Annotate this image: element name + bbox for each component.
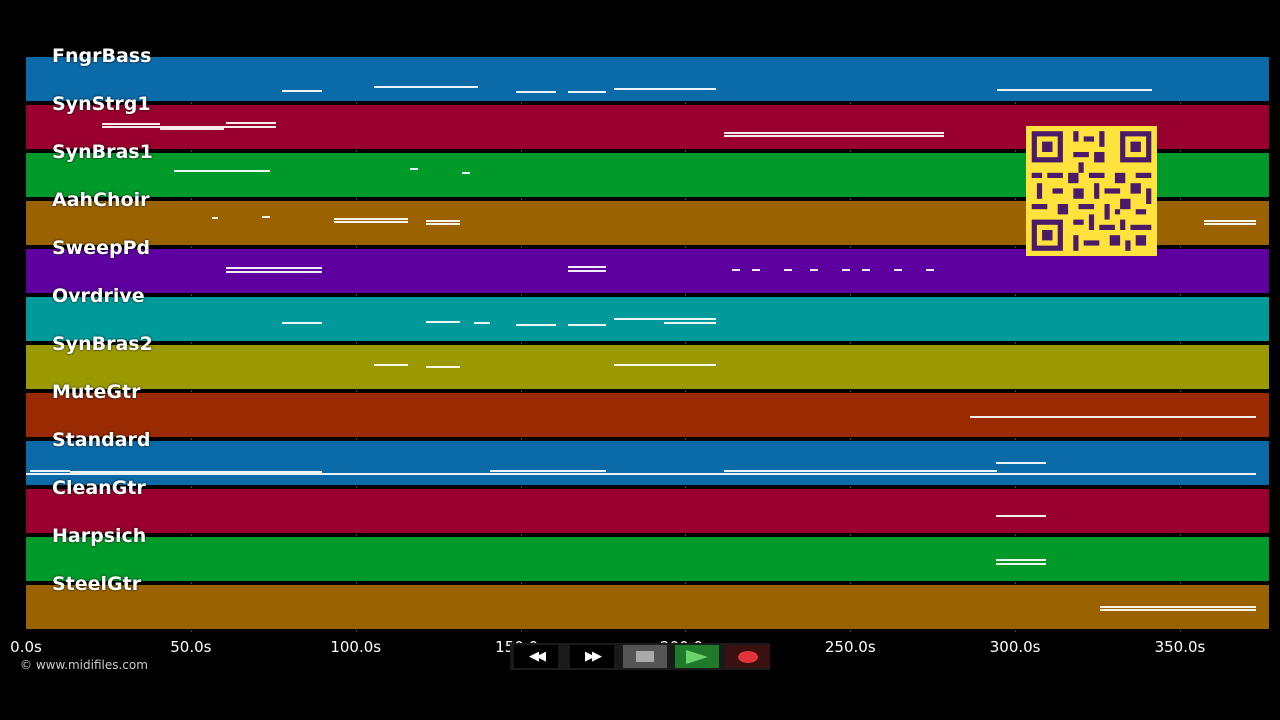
note-bar <box>996 559 1046 561</box>
note-bar <box>996 462 1046 464</box>
fast-forward-button[interactable]: ▶▶ <box>570 645 614 668</box>
track-lane <box>26 536 1269 582</box>
note-bar <box>226 267 322 269</box>
rewind-button[interactable]: ◀◀ <box>514 645 558 668</box>
note-bar <box>614 318 716 320</box>
track-label: Standard <box>52 429 151 451</box>
note-bar <box>732 269 740 271</box>
note-bar <box>426 223 460 225</box>
note-bar <box>1204 220 1256 222</box>
note-bar <box>810 269 818 271</box>
track-label: SynBras2 <box>52 333 153 355</box>
note-bar <box>724 135 944 137</box>
note-bar <box>374 364 408 366</box>
track-lane <box>26 584 1269 630</box>
track-label: SynBras1 <box>52 141 153 163</box>
note-bar <box>568 266 606 268</box>
note-bar <box>614 364 716 366</box>
note-bar <box>102 126 276 128</box>
rewind-icon: ◀◀ <box>529 649 546 664</box>
note-bar <box>894 269 902 271</box>
track-lane <box>26 344 1269 390</box>
time-tick-label: 100.0s <box>330 638 382 656</box>
note-bar <box>568 91 606 93</box>
time-tick-label: 0.0s <box>10 638 42 656</box>
record-icon <box>738 650 758 663</box>
stop-icon <box>636 651 654 662</box>
note-bar <box>334 221 408 223</box>
track-label: Ovrdrive <box>52 285 145 307</box>
note-bar <box>842 269 850 271</box>
note-bar <box>614 88 716 90</box>
note-bar <box>926 269 934 271</box>
track-lane <box>26 296 1269 342</box>
note-bar <box>374 86 478 88</box>
time-tick-label: 50.0s <box>170 638 212 656</box>
track-label: FngrBass <box>52 45 152 67</box>
note-bar <box>724 470 997 472</box>
track-label: MuteGtr <box>52 381 141 403</box>
stop-button[interactable] <box>623 645 667 668</box>
note-bar <box>724 132 944 134</box>
note-bar <box>490 470 606 472</box>
record-button[interactable] <box>726 645 770 668</box>
time-tick-label: 250.0s <box>824 638 876 656</box>
note-bar <box>1204 223 1256 225</box>
track-label: Harpsich <box>52 525 147 547</box>
note-bar <box>1100 606 1256 608</box>
note-bar <box>426 220 460 222</box>
track-lane <box>26 488 1269 534</box>
play-button[interactable] <box>675 645 719 668</box>
note-bar <box>426 321 460 323</box>
track-lane <box>26 440 1269 486</box>
note-bar <box>160 128 224 130</box>
track-lane <box>26 56 1269 102</box>
note-bar <box>30 470 70 472</box>
track-label: CleanGtr <box>52 477 146 499</box>
note-bar <box>102 123 160 125</box>
note-bar <box>516 324 556 326</box>
play-icon <box>686 649 708 664</box>
track-lane <box>26 392 1269 438</box>
note-bar <box>664 322 716 324</box>
time-tick-label: 300.0s <box>989 638 1041 656</box>
note-bar <box>226 122 276 124</box>
fast-forward-icon: ▶▶ <box>585 649 602 664</box>
note-bar <box>970 416 1256 418</box>
note-bar <box>784 269 792 271</box>
note-bar <box>568 270 606 272</box>
note-bar <box>474 322 490 324</box>
time-tick-label: 350.0s <box>1154 638 1206 656</box>
note-bar <box>462 172 470 174</box>
note-bar <box>1100 609 1256 611</box>
note-bar <box>334 218 408 220</box>
note-bar <box>996 515 1046 517</box>
track-label: SteelGtr <box>52 573 142 595</box>
note-bar <box>26 473 1256 475</box>
note-bar <box>752 269 760 271</box>
note-bar <box>410 168 418 170</box>
note-bar <box>516 91 556 93</box>
note-bar <box>997 89 1152 91</box>
transport-controls: ◀◀ ▶▶ <box>510 643 770 670</box>
note-bar <box>70 471 322 473</box>
track-label: AahChoir <box>52 189 150 211</box>
track-label: SweepPd <box>52 237 151 259</box>
note-bar <box>174 170 270 172</box>
track-label: SynStrg1 <box>52 93 151 115</box>
note-bar <box>262 216 270 218</box>
note-bar <box>568 324 606 326</box>
note-bar <box>226 271 322 273</box>
qr-code-icon <box>1026 126 1157 256</box>
note-bar <box>282 90 322 92</box>
note-bar <box>212 217 218 219</box>
note-bar <box>862 269 870 271</box>
note-bar <box>996 563 1046 565</box>
note-bar <box>426 366 460 368</box>
copyright-text: © www.midifiles.com <box>20 658 148 672</box>
note-bar <box>282 322 322 324</box>
